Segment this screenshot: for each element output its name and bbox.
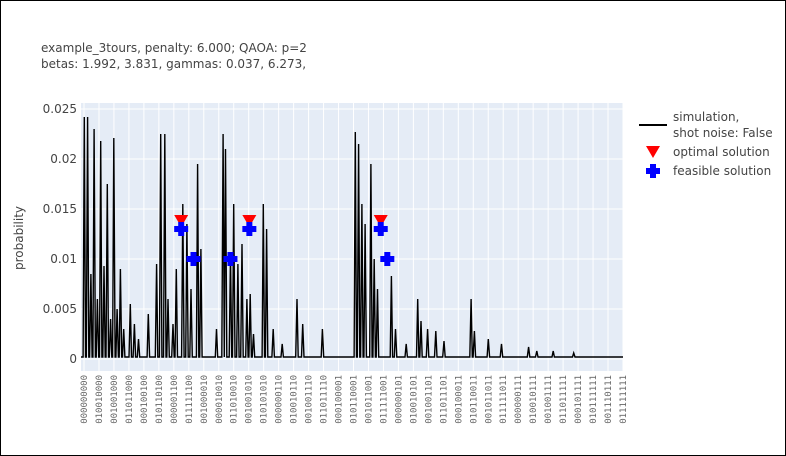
- y-tick-label: 0: [69, 352, 77, 366]
- x-tick-labels: 000000000 010010000 001001000 011011000 0001…: [80, 375, 629, 424]
- y-tick-label: 0.025: [43, 102, 77, 116]
- x-tick-label: 000000101: [394, 375, 404, 424]
- x-tick-label: 011011110: [320, 375, 330, 424]
- legend-label-optimal: optimal solution: [673, 145, 770, 159]
- chart-title-line2: betas: 1.992, 3.831, gammas: 0.037, 6.27…: [41, 57, 307, 71]
- legend[interactable]: simulation, shot noise: False optimal so…: [639, 110, 773, 178]
- x-tick-label: 011111011: [499, 375, 509, 424]
- feasible-solution-marker: [380, 252, 395, 266]
- x-tick-label: 001110111: [604, 375, 614, 424]
- legend-label-feasible: feasible solution: [673, 164, 771, 178]
- optimal-solution-marker: [242, 215, 257, 227]
- x-tick-label: 010010111: [529, 375, 539, 424]
- optimal-solution-marker: [174, 215, 189, 227]
- marker-layer: [174, 215, 395, 266]
- optimal-solution-marker: [373, 215, 388, 227]
- x-tick-label: 000010010: [215, 375, 225, 424]
- y-tick-label: 0.02: [50, 152, 77, 166]
- x-tick-label: 000000000: [80, 375, 90, 424]
- legend-cross-icon: [646, 164, 660, 178]
- y-tick-labels: 0 0.005 0.01 0.015 0.02 0.025: [43, 102, 77, 366]
- x-tick-label: 010010110: [290, 375, 300, 424]
- x-tick-label: 001001010: [245, 375, 255, 424]
- legend-label-simulation-line1: simulation,: [673, 110, 739, 124]
- x-tick-label: 001001101: [424, 375, 434, 424]
- x-tick-label: 010111111: [589, 375, 599, 424]
- x-tick-label: 000100100: [140, 375, 150, 424]
- x-tick-label: 000000111: [514, 375, 524, 424]
- x-tick-label: 010101010: [260, 375, 270, 424]
- x-tick-label: 011111111: [619, 375, 629, 424]
- x-tick-label: 001011011: [484, 375, 494, 424]
- x-tick-label: 010010101: [409, 375, 419, 424]
- feasible-solution-marker: [174, 222, 189, 236]
- x-tick-label: 010110100: [155, 375, 165, 424]
- x-tick-label: 011010010: [230, 375, 240, 424]
- x-tick-label: 010010000: [95, 375, 105, 424]
- x-tick-label: 011111100: [185, 375, 195, 424]
- x-tick-label: 000100011: [454, 375, 464, 424]
- series-layer: [81, 116, 623, 358]
- legend-triangle-icon: [646, 146, 660, 158]
- x-tick-label: 001000010: [200, 375, 210, 424]
- x-tick-label: 001001110: [305, 375, 315, 424]
- y-tick-label: 0.01: [50, 252, 77, 266]
- x-tick-label: 000000110: [275, 375, 285, 424]
- x-tick-label: 011111001: [379, 375, 389, 424]
- x-tick-label: 010110011: [469, 375, 479, 424]
- series-line-simulation: [81, 116, 623, 358]
- legend-label-simulation-line2: shot noise: False: [673, 126, 773, 140]
- x-tick-label: 001011001: [364, 375, 374, 424]
- x-tick-label: 000101111: [574, 375, 584, 424]
- feasible-solution-marker: [223, 252, 238, 266]
- x-tick-label: 000100001: [335, 375, 345, 424]
- x-tick-label: 011011101: [439, 375, 449, 424]
- y-axis-label: probability: [12, 206, 26, 270]
- x-tick-label: 011011111: [559, 375, 569, 424]
- x-tick-label: 011011000: [125, 375, 135, 424]
- x-tick-label: 001001111: [544, 375, 554, 424]
- feasible-solution-marker: [242, 222, 257, 236]
- y-tick-label: 0.015: [43, 202, 77, 216]
- x-tick-label: 001001000: [110, 375, 120, 424]
- y-tick-label: 0.005: [43, 302, 77, 316]
- feasible-solution-marker: [373, 222, 388, 236]
- chart-title-line1: example_3tours, penalty: 6.000; QAOA: p=…: [41, 41, 307, 55]
- x-tick-label: 010110001: [350, 375, 360, 424]
- feasible-solution-marker: [186, 252, 201, 266]
- x-tick-label: 000001100: [170, 375, 180, 424]
